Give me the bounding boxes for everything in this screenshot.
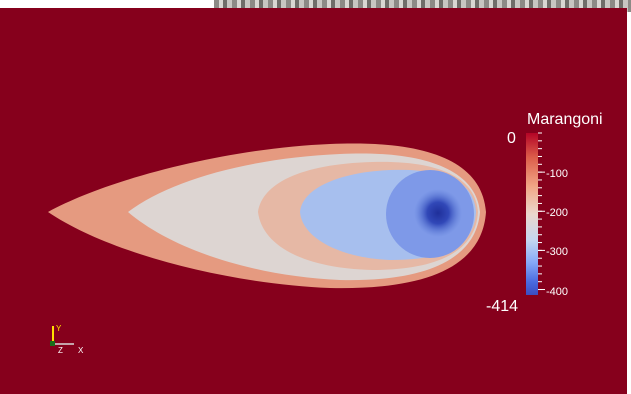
colorbar-gradient [526,133,538,295]
colorbar-tick-label: -300 [546,246,569,259]
colorbar-range-min: -414 [486,298,519,315]
colorbar-range-max: 0 [507,130,516,147]
colorbar-tick-label: -100 [546,168,569,181]
render-viewport[interactable]: Marangoni 0 -414 -100 -200 -300 -400 Y Z… [0,8,627,394]
colorbar-title: Marangoni [527,111,603,128]
colorbar-tick-marks [538,132,545,291]
axis-x-label: X [78,346,84,355]
colorbar-tick-label: -400 [546,285,569,298]
axis-z-marker [50,341,55,346]
field-hotspot [414,189,462,237]
render-canvas [48,132,545,346]
colorbar-tick-label: -200 [546,207,569,220]
axis-z-label: Z [58,346,63,355]
axis-y-label: Y [56,324,62,333]
